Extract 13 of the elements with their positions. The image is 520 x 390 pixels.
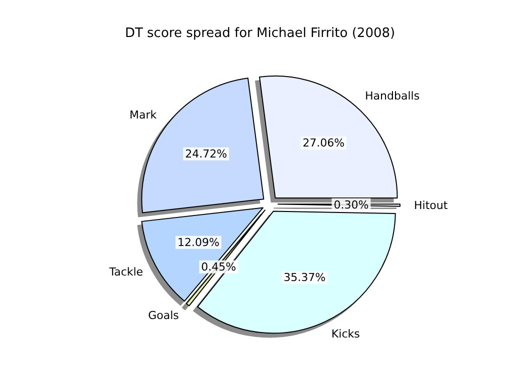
slice-label: Tackle bbox=[108, 266, 144, 279]
slice-label: Goals bbox=[148, 309, 180, 322]
slice-label: Kicks bbox=[331, 328, 360, 341]
chart-title: DT score spread for Michael Firrito (2008) bbox=[124, 26, 396, 41]
slice-label: Mark bbox=[130, 108, 158, 122]
data-label: 0.30% bbox=[334, 198, 369, 212]
data-label: 35.37% bbox=[284, 270, 326, 284]
data-label: 0.45% bbox=[201, 260, 236, 274]
slice-label: Hitout bbox=[414, 198, 448, 212]
data-label: 27.06% bbox=[302, 136, 345, 150]
data-label: 24.72% bbox=[185, 147, 228, 160]
slice-label: Handballs bbox=[365, 89, 420, 102]
data-label: 12.09% bbox=[177, 236, 220, 249]
